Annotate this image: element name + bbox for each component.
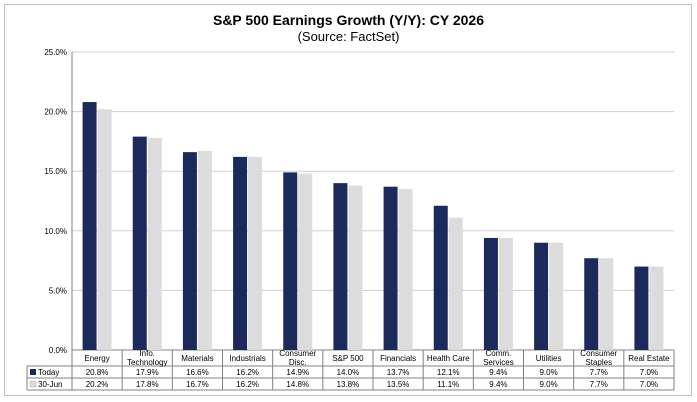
data-label: 13.8%: [337, 380, 360, 389]
category-label: Real Estate: [628, 354, 670, 363]
legend-key: [30, 369, 36, 375]
data-label: 9.0%: [539, 380, 557, 389]
bar: [248, 156, 263, 350]
legend-label: Today: [38, 368, 59, 377]
data-label: 16.6%: [186, 368, 209, 377]
data-label: 7.7%: [590, 368, 608, 377]
category-label: Materials: [181, 354, 213, 363]
category-label: Consumer Disc.: [279, 349, 316, 367]
category-label: Industrials: [229, 354, 265, 363]
bar: [233, 156, 248, 350]
category-label: Energy: [84, 354, 109, 363]
y-tick-label: 10.0%: [44, 227, 67, 236]
data-label: 16.2%: [236, 368, 259, 377]
data-label: 14.8%: [286, 380, 309, 389]
y-tick-label: 15.0%: [44, 167, 67, 176]
bar: [147, 137, 162, 350]
category-label: Consumer Staples: [580, 349, 617, 367]
chart-title: S&P 500 Earnings Growth (Y/Y): CY 2026: [212, 12, 485, 28]
bar: [584, 258, 599, 350]
category-label: Financials: [380, 354, 416, 363]
chart-frame: [4, 4, 692, 396]
bar: [634, 266, 649, 350]
data-label: 11.1%: [437, 380, 459, 389]
bar: [483, 237, 498, 350]
bar: [398, 189, 413, 350]
bar: [333, 183, 348, 350]
data-label: 20.8%: [86, 368, 109, 377]
bar: [348, 185, 363, 350]
y-tick-label: 20.0%: [44, 108, 67, 117]
bar: [132, 136, 147, 350]
data-label: 13.7%: [387, 368, 410, 377]
data-label: 16.2%: [236, 380, 259, 389]
bar: [599, 258, 614, 350]
data-label: 16.7%: [186, 380, 209, 389]
data-label: 13.5%: [387, 380, 410, 389]
bar: [82, 102, 97, 351]
data-label: 17.9%: [136, 368, 159, 377]
legend-label: 30-Jun: [38, 380, 62, 389]
category-label: Health Care: [427, 354, 470, 363]
category-label: Info. Technology: [127, 349, 167, 367]
chart-subtitle: (Source: FactSet): [297, 29, 400, 44]
y-tick-label: 0.0%: [49, 346, 67, 355]
bar: [298, 173, 313, 350]
bar: [649, 266, 664, 350]
bar: [448, 217, 463, 350]
data-label: 12.1%: [437, 368, 460, 377]
bar: [182, 152, 197, 350]
bar: [197, 150, 212, 350]
category-label: Utilities: [536, 354, 562, 363]
bar: [534, 242, 549, 350]
y-tick-label: 25.0%: [44, 48, 67, 57]
bar: [433, 205, 448, 350]
data-label: 17.8%: [136, 380, 159, 389]
data-label: 7.0%: [640, 368, 658, 377]
bar: [283, 172, 298, 350]
bar: [549, 242, 564, 350]
data-label: 14.0%: [337, 368, 360, 377]
category-label: S&P 500: [332, 354, 364, 363]
data-label: 9.4%: [489, 380, 507, 389]
data-label: 20.2%: [86, 380, 109, 389]
bar: [383, 186, 398, 350]
data-label: 9.4%: [489, 368, 507, 377]
category-label: Comm. Services: [483, 349, 514, 367]
data-label: 7.7%: [590, 380, 608, 389]
bar: [97, 109, 112, 350]
y-tick-label: 5.0%: [49, 286, 67, 295]
data-label: 7.0%: [640, 380, 658, 389]
legend-key: [29, 380, 37, 388]
bar: [498, 237, 513, 350]
data-label: 14.9%: [286, 368, 309, 377]
data-label: 9.0%: [539, 368, 557, 377]
